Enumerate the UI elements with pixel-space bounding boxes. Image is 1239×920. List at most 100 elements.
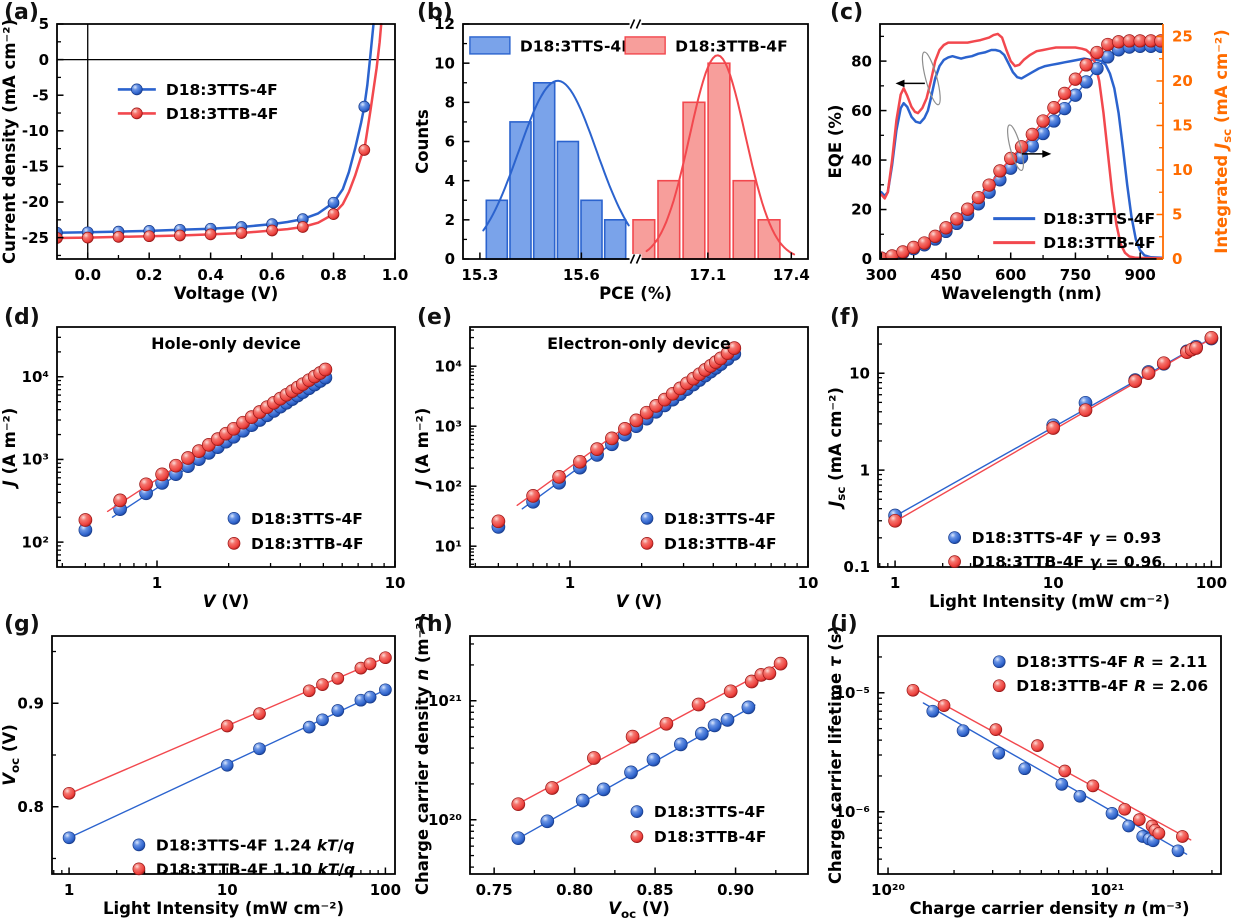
data-point-blue	[1073, 789, 1087, 803]
y-tick-label: 10⁻⁵	[835, 684, 870, 702]
data-point-red	[906, 683, 920, 697]
data-point-red	[1047, 101, 1061, 115]
data-point-red	[181, 451, 195, 465]
x-tick-label: 1	[64, 881, 74, 899]
y2-tick-label: 15	[1172, 117, 1193, 135]
data-point-blue	[1018, 762, 1032, 776]
data-point-red	[727, 341, 742, 355]
data-point-red	[1031, 739, 1044, 752]
x-axis-title: Charge carrier density n (m⁻³)	[909, 899, 1189, 918]
data-point-red	[139, 477, 153, 492]
data-point-red	[358, 144, 371, 156]
data-point-red	[659, 716, 674, 731]
histogram-bar-blue	[556, 140, 580, 260]
legend: D18:3TTS-4F D18:3TTB-4F	[227, 510, 364, 553]
x-axis-title: Voltage (V)	[174, 284, 278, 303]
x-tick-label: 0.4	[197, 266, 224, 284]
annotation-ellipse	[921, 51, 941, 106]
x-tick-label: 450	[930, 266, 961, 284]
y2-tick-label: 0	[1172, 250, 1182, 268]
legend-label: D18:3TTB-4F	[1043, 234, 1156, 252]
x-axis-title: Wavelength (nm)	[941, 284, 1102, 303]
annotation-arrow	[1042, 150, 1052, 158]
legend-label: D18:3TTS-4F	[654, 803, 766, 821]
x-tick-label: 10	[217, 881, 238, 899]
data-point-red	[62, 786, 76, 800]
axes: 0.75 0.80 0.85 0.90 10²⁰ 10²¹ Voc (V) Charge ca…	[413, 615, 809, 920]
plot-area	[511, 656, 788, 846]
x-tick-label: 300	[866, 266, 897, 284]
plot-area	[491, 341, 742, 534]
y-axis-title: Charge carrier lifetime τ (s)	[826, 626, 845, 884]
x-tick-label: 0.75	[476, 881, 513, 899]
y-tick-label: -5	[32, 86, 49, 104]
data-point-red	[691, 697, 706, 712]
y-axis-title: Jsc (mA cm⁻²)	[826, 387, 848, 510]
histogram-bar-blue	[603, 219, 627, 260]
data-point-red	[989, 723, 1003, 736]
y-tick-label: 10⁴	[22, 368, 49, 386]
data-point-blue	[992, 655, 1006, 669]
y2-tick-label: 5	[1172, 206, 1182, 224]
chart-electron-only-sclc: 1 10 10¹ 10² 10³ 10⁴ V (V) J (A m⁻²) Electron-on…	[413, 326, 818, 611]
histogram-bar-blue	[532, 82, 556, 260]
chart-eqe-spectra: 300 450 600 750 900 0 20 40 60 80 0 5 10 15 20 25 Integr…	[826, 23, 1234, 303]
x-axis-title: Light Intensity (mW cm⁻²)	[929, 592, 1170, 611]
data-point-red	[526, 489, 540, 503]
data-point-blue	[253, 742, 266, 756]
data-point-red	[618, 422, 632, 436]
legend: D18:3TTS-4F γ = 0.93 D18:3TTB-4F γ = 0.96	[948, 529, 1162, 571]
data-point-blue	[1171, 844, 1185, 858]
data-point-red	[1078, 403, 1093, 418]
plot-area	[482, 54, 796, 260]
legend: D18:3TTS-4F D18:3TTB-4F	[640, 510, 777, 553]
y-tick-label: 12	[434, 15, 455, 33]
data-point-red	[316, 678, 329, 691]
data-point-blue	[575, 793, 590, 808]
legend-label: D18:3TTB-4F R = 2.06	[1016, 677, 1208, 695]
data-point-red	[327, 208, 340, 220]
legend: D18:3TTS-4F D18:3TTB-4F	[993, 210, 1156, 252]
legend-label: D18:3TTS-4F γ = 0.93	[972, 529, 1162, 547]
data-point-blue	[646, 752, 661, 767]
x-tick-label: 0.8	[320, 266, 347, 284]
data-point-red	[204, 228, 217, 241]
y-tick-label: 0.9	[17, 694, 44, 712]
data-point-red	[937, 699, 951, 712]
x-axis-title: Voc (V)	[608, 899, 670, 920]
data-point-red	[1079, 58, 1093, 72]
legend: D18:3TTS-4F D18:3TTB-4F	[117, 81, 278, 123]
y-tick-label: 2	[445, 211, 455, 229]
data-point-red	[762, 666, 777, 681]
axes: 1 10 10² 10³ 10⁴ V (V) J (A m⁻²)	[0, 326, 405, 611]
data-point-red	[1118, 802, 1132, 816]
data-point-red	[227, 537, 241, 550]
data-point-blue	[694, 726, 709, 741]
data-point-red	[1090, 45, 1104, 60]
histogram-bar-red	[707, 62, 731, 260]
data-point-red	[640, 537, 654, 550]
y-tick-label: -15	[22, 158, 49, 176]
legend-label: D18:3TTS-4F R = 2.11	[1016, 653, 1207, 671]
y2-tick-label: 20	[1172, 72, 1193, 90]
data-point-red	[639, 405, 654, 420]
data-point-red	[545, 781, 559, 795]
legend-label: D18:3TTS-4F 1.24 kT/q	[156, 836, 355, 854]
y-tick-label: 10²⁰	[428, 811, 462, 829]
data-point-red	[625, 729, 640, 744]
data-point-blue	[1105, 807, 1119, 820]
data-point-red	[744, 674, 759, 689]
histogram-bar-red	[732, 179, 756, 260]
plot-area	[880, 32, 1163, 260]
data-point-red	[491, 514, 506, 529]
y-tick-label: 6	[445, 133, 455, 151]
data-point-red	[888, 513, 902, 528]
chart-carrier-density-vs-voc: 0.75 0.80 0.85 0.90 10²⁰ 10²¹ Voc (V) Charge ca…	[413, 615, 809, 920]
data-point-red	[1128, 374, 1143, 388]
data-point-blue	[227, 512, 241, 525]
axes: 1 10 100 0.8 0.9 Light Intensity (mW cm⁻²) Voc…	[0, 635, 401, 918]
data-point-red	[174, 229, 186, 242]
data-point-red	[939, 221, 953, 235]
legend-label: D18:3TTS-4F	[166, 81, 278, 99]
